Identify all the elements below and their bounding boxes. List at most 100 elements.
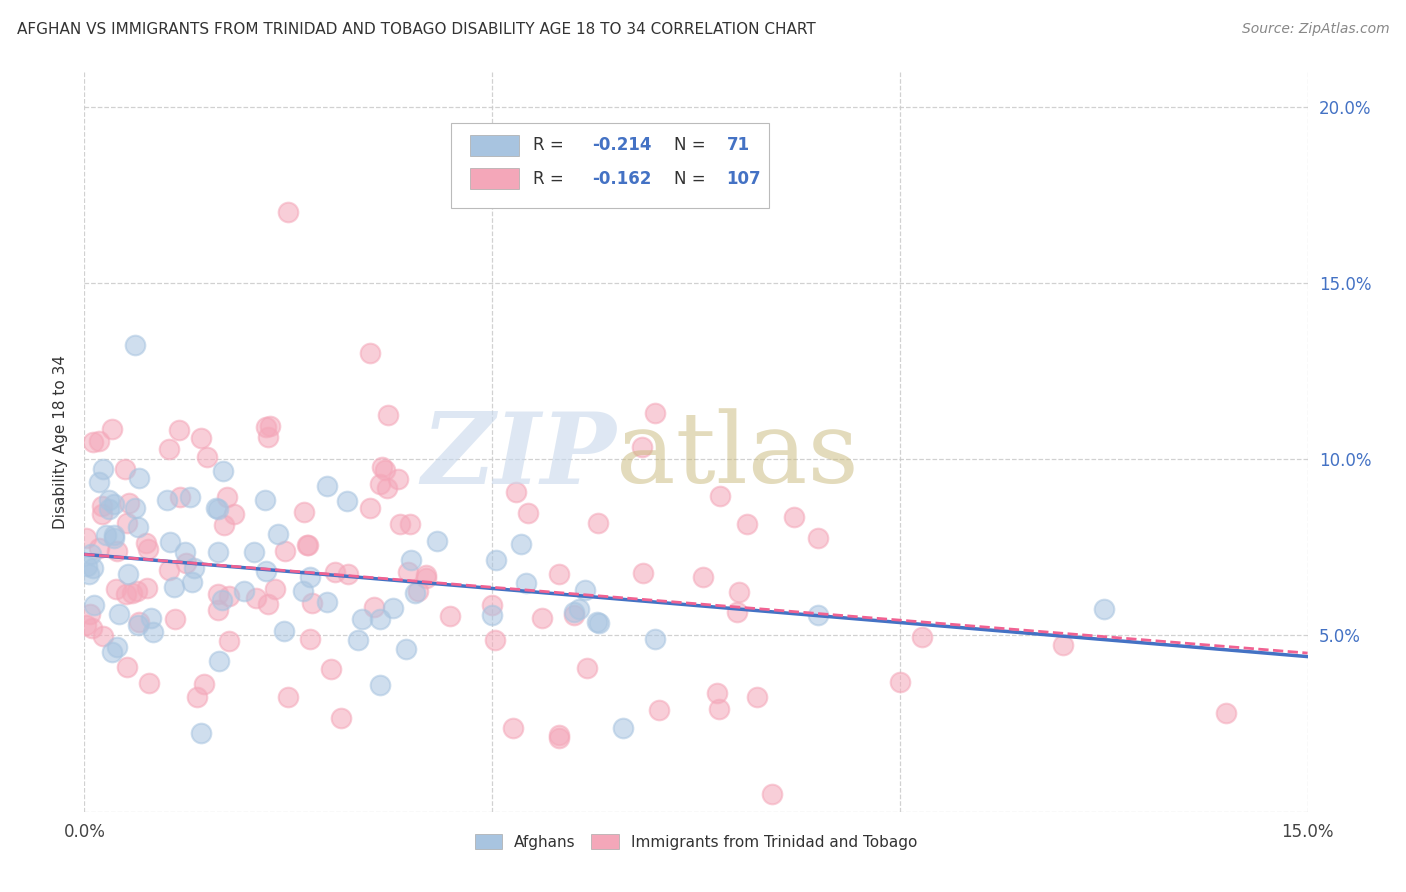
Point [103, 531, 125, 545]
Point [212, 464, 235, 478]
Point [183, 561, 205, 575]
Point [211, 592, 233, 607]
Point [727, 585, 749, 599]
Point [568, 602, 591, 616]
Point [562, 608, 585, 623]
Point [406, 584, 429, 599]
Point [156, 492, 179, 507]
Point [547, 731, 569, 746]
Text: 71: 71 [727, 136, 749, 154]
Point [79, 607, 101, 622]
Point [273, 543, 295, 558]
Point [259, 418, 281, 433]
Point [89, 475, 111, 489]
Point [783, 510, 806, 524]
FancyBboxPatch shape [451, 123, 769, 209]
Point [363, 599, 385, 614]
Point [108, 607, 131, 622]
Point [242, 545, 264, 559]
Point [301, 596, 323, 610]
Point [612, 721, 634, 735]
Point [80, 547, 103, 561]
Point [118, 496, 141, 510]
Text: N =: N = [673, 136, 711, 154]
Point [439, 609, 461, 624]
Point [125, 584, 148, 599]
Point [174, 556, 197, 570]
Point [647, 703, 669, 717]
Text: AFGHAN VS IMMIGRANTS FROM TRINIDAD AND TOBAGO DISABILITY AGE 18 TO 34 CORRELATIO: AFGHAN VS IMMIGRANTS FROM TRINIDAD AND T… [17, 22, 815, 37]
FancyBboxPatch shape [470, 135, 519, 156]
Point [370, 476, 392, 491]
Text: atlas: atlas [616, 409, 859, 504]
Point [232, 584, 254, 599]
Point [135, 582, 157, 596]
Point [484, 633, 506, 648]
Point [273, 624, 295, 638]
Point [807, 608, 830, 623]
Point [207, 502, 229, 516]
Point [76, 558, 98, 573]
Text: -0.214: -0.214 [592, 136, 651, 154]
Point [359, 500, 381, 515]
Point [115, 516, 138, 531]
Point [157, 563, 180, 577]
Point [389, 517, 412, 532]
Point [706, 686, 728, 700]
Point [644, 406, 666, 420]
Point [205, 501, 228, 516]
Text: 107: 107 [727, 169, 761, 187]
Point [266, 526, 288, 541]
Point [141, 611, 163, 625]
Text: R =: R = [533, 136, 569, 154]
Y-axis label: Disability Age 18 to 34: Disability Age 18 to 34 [53, 354, 69, 529]
Point [399, 517, 422, 532]
FancyBboxPatch shape [470, 169, 519, 189]
Point [297, 538, 319, 552]
Text: R =: R = [533, 169, 569, 187]
Point [387, 472, 409, 486]
Point [347, 633, 370, 648]
Point [316, 595, 339, 609]
Point [299, 632, 322, 646]
Point [277, 205, 299, 219]
Point [105, 640, 128, 654]
Point [121, 586, 143, 600]
Point [136, 542, 159, 557]
Point [91, 507, 114, 521]
Point [548, 728, 571, 742]
Point [735, 517, 758, 532]
Point [404, 585, 426, 599]
Point [103, 528, 125, 542]
Point [336, 566, 359, 581]
Point [163, 612, 186, 626]
Point [256, 597, 278, 611]
Point [709, 489, 731, 503]
Point [505, 484, 527, 499]
Point [91, 499, 114, 513]
Point [395, 642, 418, 657]
Point [127, 520, 149, 534]
Point [124, 501, 146, 516]
Point [80, 621, 103, 635]
Point [588, 616, 610, 631]
Point [415, 567, 437, 582]
Point [83, 599, 105, 613]
Point [336, 494, 359, 508]
Point [117, 567, 139, 582]
Point [181, 574, 204, 589]
Point [79, 567, 101, 582]
Point [374, 463, 396, 477]
Point [96, 527, 118, 541]
Point [547, 566, 569, 581]
Point [257, 430, 280, 444]
Point [562, 605, 585, 619]
Point [93, 462, 115, 476]
Point [82, 561, 104, 575]
Text: -0.162: -0.162 [592, 169, 651, 187]
Point [254, 420, 277, 434]
Point [217, 490, 239, 504]
Point [807, 531, 830, 545]
Point [745, 690, 768, 705]
Point [142, 624, 165, 639]
